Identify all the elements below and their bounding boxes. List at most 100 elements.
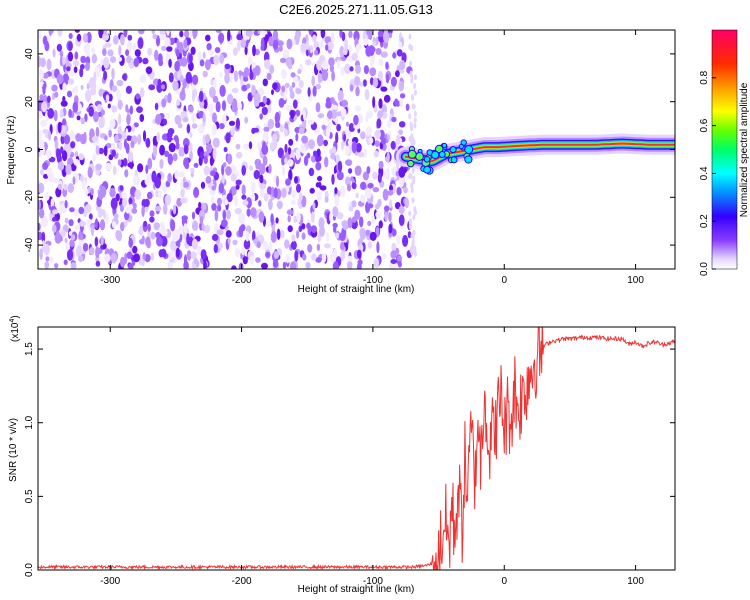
noise-speckle bbox=[116, 89, 122, 102]
noise-speckle bbox=[164, 37, 171, 48]
signal-blob bbox=[415, 152, 424, 161]
noise-speckle bbox=[72, 101, 79, 113]
noise-speckle bbox=[274, 112, 280, 124]
noise-speckle bbox=[186, 250, 192, 261]
noise-speckle bbox=[68, 41, 73, 52]
noise-speckle bbox=[228, 120, 236, 126]
noise-speckle bbox=[245, 197, 252, 209]
noise-speckle bbox=[190, 46, 196, 55]
noise-speckle bbox=[388, 223, 393, 234]
noise-speckle bbox=[273, 140, 278, 150]
noise-speckle bbox=[50, 198, 54, 209]
noise-speckle bbox=[371, 215, 375, 223]
noise-speckle bbox=[411, 197, 415, 204]
noise-speckle bbox=[105, 162, 113, 171]
noise-speckle bbox=[101, 116, 105, 128]
noise-speckle bbox=[118, 44, 122, 56]
noise-speckle bbox=[43, 243, 50, 256]
noise-speckle bbox=[377, 30, 384, 38]
noise-speckle bbox=[158, 226, 163, 234]
noise-speckle bbox=[310, 155, 317, 163]
noise-speckle bbox=[341, 140, 344, 151]
colorbar-label: Normalized spectral amplitude bbox=[739, 82, 750, 217]
noise-speckle bbox=[234, 208, 242, 215]
noise-speckle bbox=[81, 179, 87, 191]
noise-speckle bbox=[85, 62, 90, 71]
noise-speckle bbox=[324, 156, 329, 168]
noise-speckle bbox=[147, 223, 151, 232]
noise-speckle bbox=[249, 255, 255, 265]
noise-speckle bbox=[412, 175, 416, 182]
noise-speckle bbox=[160, 84, 166, 90]
noise-speckle bbox=[296, 211, 301, 223]
noise-speckle bbox=[82, 242, 89, 252]
noise-speckle bbox=[257, 141, 262, 151]
noise-speckle bbox=[252, 44, 256, 57]
colorbar-tick-label: 0.4 bbox=[699, 166, 710, 180]
noise-speckle bbox=[224, 63, 231, 70]
noise-speckle bbox=[91, 53, 98, 64]
noise-speckle bbox=[398, 175, 405, 188]
noise-speckle bbox=[259, 174, 264, 184]
noise-speckle bbox=[284, 143, 288, 154]
noise-speckle bbox=[209, 156, 214, 167]
noise-speckle bbox=[95, 126, 100, 138]
noise-speckle bbox=[132, 175, 140, 186]
noise-speckle bbox=[153, 222, 161, 231]
noise-speckle bbox=[390, 140, 396, 150]
noise-speckle bbox=[351, 216, 357, 223]
noise-speckle bbox=[69, 70, 76, 77]
noise-speckle bbox=[383, 169, 389, 180]
noise-speckle bbox=[224, 198, 229, 206]
noise-speckle bbox=[38, 138, 45, 149]
noise-speckle bbox=[216, 197, 222, 206]
noise-speckle bbox=[87, 166, 93, 179]
noise-speckle bbox=[89, 246, 95, 256]
noise-speckle bbox=[226, 192, 233, 203]
noise-speckle bbox=[136, 106, 143, 113]
noise-speckle bbox=[175, 247, 180, 258]
noise-speckle bbox=[301, 232, 306, 240]
noise-speckle bbox=[410, 249, 414, 256]
noise-speckle bbox=[262, 141, 267, 153]
noise-speckle bbox=[339, 241, 345, 251]
noise-speckle bbox=[398, 129, 404, 136]
noise-speckle bbox=[141, 235, 145, 243]
noise-speckle bbox=[410, 133, 414, 140]
noise-speckle bbox=[254, 65, 261, 76]
noise-speckle bbox=[203, 226, 210, 233]
noise-speckle bbox=[250, 181, 256, 193]
noise-speckle bbox=[340, 67, 346, 76]
signal-blob bbox=[464, 145, 474, 154]
noise-speckle bbox=[98, 189, 104, 200]
x-tick-label: 0 bbox=[501, 275, 507, 286]
noise-speckle bbox=[375, 211, 382, 219]
noise-speckle bbox=[340, 250, 346, 261]
noise-speckle bbox=[373, 258, 380, 268]
noise-speckle bbox=[227, 153, 233, 165]
noise-speckle bbox=[203, 99, 208, 109]
noise-speckle bbox=[199, 59, 205, 67]
noise-speckle bbox=[159, 30, 166, 36]
noise-speckle bbox=[125, 128, 129, 136]
noise-speckle bbox=[353, 114, 359, 126]
noise-speckle bbox=[334, 194, 340, 207]
noise-speckle bbox=[250, 207, 257, 218]
noise-speckle bbox=[261, 262, 268, 269]
noise-speckle bbox=[114, 134, 119, 144]
noise-speckle bbox=[287, 62, 293, 70]
noise-speckle bbox=[332, 222, 338, 228]
noise-speckle bbox=[94, 218, 99, 230]
noise-speckle bbox=[200, 181, 206, 189]
noise-speckle bbox=[325, 101, 332, 109]
noise-speckle bbox=[183, 144, 189, 155]
noise-speckle bbox=[269, 64, 275, 74]
noise-speckle bbox=[145, 137, 151, 148]
noise-speckle bbox=[346, 183, 352, 192]
noise-speckle bbox=[65, 144, 72, 156]
noise-speckle bbox=[309, 187, 315, 194]
noise-speckle bbox=[164, 150, 170, 157]
noise-speckle bbox=[110, 253, 118, 264]
noise-speckle bbox=[241, 194, 247, 200]
noise-speckle bbox=[189, 31, 193, 39]
